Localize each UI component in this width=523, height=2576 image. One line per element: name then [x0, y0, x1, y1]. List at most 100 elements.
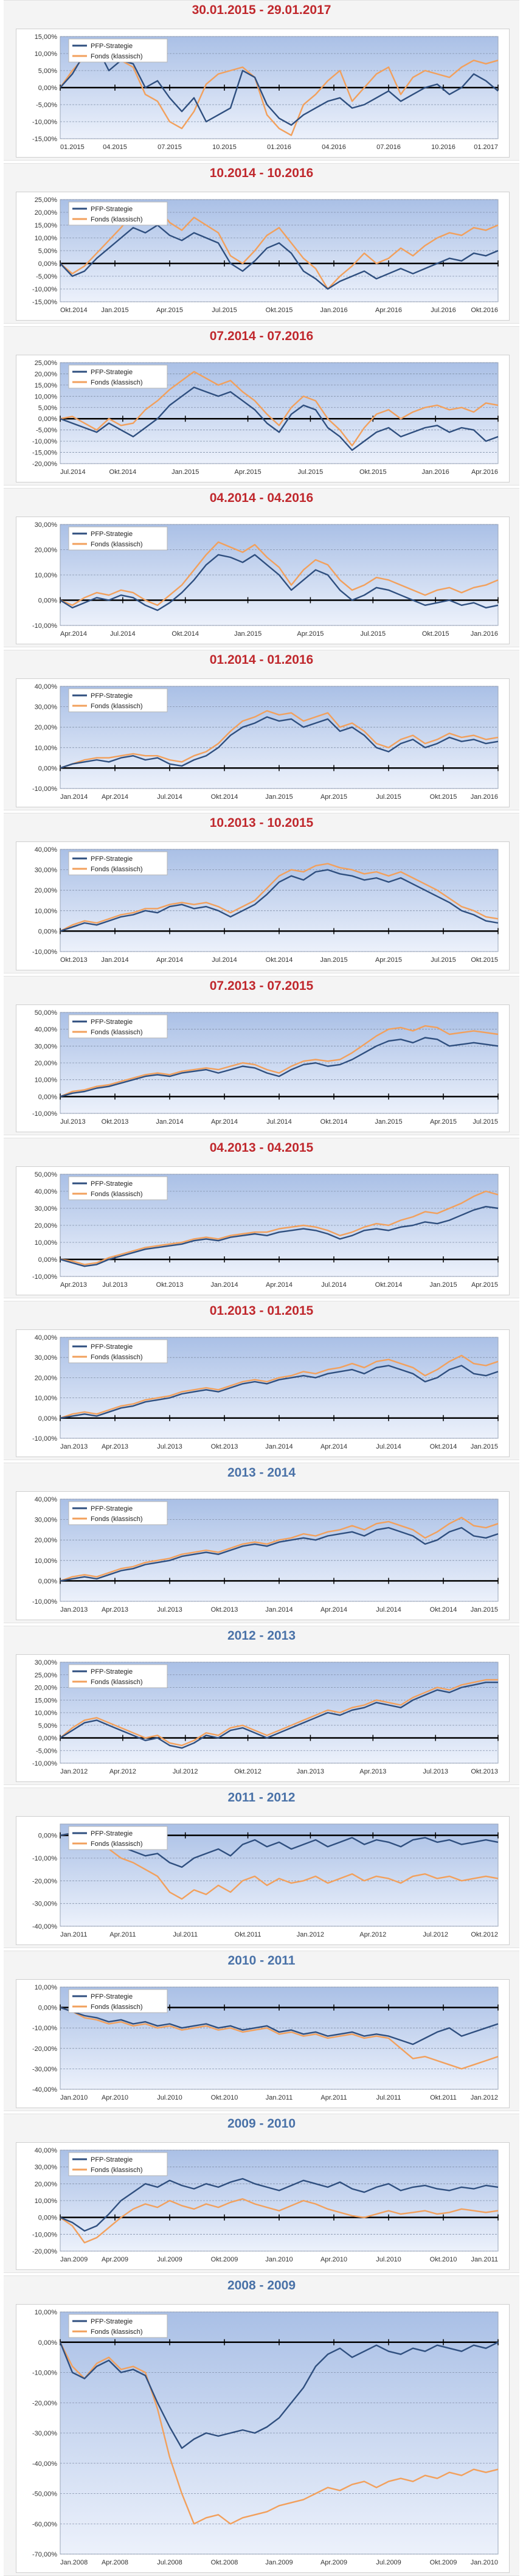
- legend-box: [68, 1339, 168, 1363]
- legend-label-strategy: PFP-Strategie: [91, 2318, 133, 2325]
- legend-box: [68, 201, 168, 226]
- x-tick-label: Jan.2012: [471, 2094, 498, 2101]
- x-tick-label: Apr.2014: [266, 1281, 293, 1289]
- x-tick-label: Jan.2014: [60, 793, 88, 801]
- y-tick-label: -10,00%: [32, 1435, 57, 1443]
- x-tick-label: Jan.2014: [156, 1118, 183, 1126]
- line-chart: 40,00%30,00%20,00%10,00%0,00%-10,00%Okt.…: [32, 846, 499, 964]
- panel-title: 2010 - 2011: [227, 1954, 296, 1968]
- x-tick-label: Apr.2015: [297, 630, 324, 638]
- x-tick-label: Jul.2010: [157, 2094, 182, 2101]
- legend-label-fund: Fonds (klassisch): [91, 1679, 143, 1686]
- y-tick-label: 0,00%: [38, 928, 57, 935]
- x-tick-label: Jul.2015: [431, 956, 456, 964]
- series-line-fund: [60, 2198, 499, 2244]
- panel-title: 30.01.2015 - 29.01.2017: [192, 3, 331, 17]
- legend: PFP-Strategie Fonds (klassisch): [68, 851, 168, 875]
- panel-title: 2013 - 2014: [227, 1466, 296, 1480]
- x-tick-label: Apr.2008: [102, 2559, 128, 2566]
- chart-frame: 40,00% 30,00% 20,00% 10,00% 0,00% -10,00% Jan.…: [16, 1491, 510, 1620]
- x-tick-label: Okt.2014: [211, 793, 238, 801]
- chart-frame: 40,00% 30,00% 20,00% 10,00% 0,00% -10,00% -20,…: [16, 2142, 510, 2270]
- y-tick-label: 10,00%: [35, 50, 58, 58]
- x-tick-label: Jan.2013: [60, 1443, 88, 1450]
- y-tick-label: -15,00%: [32, 136, 57, 143]
- x-tick-label: Apr.2016: [375, 307, 402, 314]
- y-tick-label: 40,00%: [35, 2147, 58, 2154]
- x-tick-label: Jan.2015: [471, 1606, 498, 1613]
- legend-label-fund: Fonds (klassisch): [91, 1354, 143, 1361]
- legend-box: [68, 38, 168, 63]
- series-line-strategy: [60, 386, 499, 451]
- legend-label-strategy: PFP-Strategie: [91, 206, 133, 213]
- x-tick-label: Okt.2013: [471, 1768, 498, 1775]
- x-tick-label: Jul.2013: [423, 1768, 448, 1775]
- chart-panel: 10.2013 - 10.2015 40,00% 30,00% 20,00% 10,00…: [4, 813, 519, 973]
- legend-label-strategy: PFP-Strategie: [91, 1180, 133, 1188]
- chart-panel: 2012 - 2013 30,00% 25,00% 20,00% 15,00% 10,00…: [4, 1626, 519, 1785]
- x-tick-label: 07.2015: [158, 144, 182, 151]
- legend-label-strategy: PFP-Strategie: [91, 692, 133, 700]
- y-tick-label: 0,00%: [38, 1578, 57, 1585]
- y-tick-label: -10,00%: [32, 438, 57, 445]
- x-tick-label: Okt.2011: [235, 1931, 262, 1938]
- y-tick-label: 0,00%: [38, 85, 57, 92]
- chart-frame: 10,00% 0,00% -10,00% -20,00% -30,00% -40,00% -…: [16, 2304, 510, 2573]
- x-tick-label: Okt.2010: [211, 2094, 238, 2101]
- x-tick-label: Jul.2013: [102, 1281, 128, 1289]
- legend: PFP-Strategie Fonds (klassisch): [68, 1014, 168, 1039]
- series-line-strategy: [60, 224, 499, 290]
- y-tick-label: -10,00%: [32, 785, 57, 793]
- legend: PFP-Strategie Fonds (klassisch): [68, 1176, 168, 1200]
- series-line-strategy: [60, 869, 499, 932]
- legend-box: [68, 688, 168, 712]
- y-tick-label: -30,00%: [32, 2430, 57, 2437]
- y-tick-label: 30,00%: [35, 2164, 58, 2171]
- y-tick-label: 30,00%: [35, 1354, 58, 1362]
- x-tick-label: Apr.2010: [320, 2256, 347, 2263]
- y-tick-label: -10,00%: [32, 1110, 57, 1118]
- chart-frame: 40,00% 30,00% 20,00% 10,00% 0,00% -10,00% Jan.…: [16, 1329, 510, 1457]
- x-tick-label: Apr.2009: [102, 2256, 128, 2263]
- legend: PFP-Strategie Fonds (klassisch): [68, 2314, 168, 2338]
- x-tick-label: Okt.2015: [359, 468, 387, 476]
- y-tick-label: -20,00%: [32, 2400, 57, 2407]
- y-tick-label: -20,00%: [32, 2248, 57, 2255]
- y-tick-label: 10,00%: [35, 908, 58, 915]
- series-line-strategy: [60, 2177, 499, 2232]
- line-chart: 30,00% 20,00% 10,00% 0,00% -10,00%Apr.2014 Ju…: [32, 521, 499, 638]
- y-tick-label: 30,00%: [35, 867, 58, 874]
- x-tick-label: Apr.2014: [102, 793, 128, 801]
- chart-panel: 2008 - 2009 10,00% 0,00% -10,00% -20,00% -30,…: [4, 2275, 519, 2576]
- y-tick-label: -10,00%: [32, 2231, 57, 2238]
- legend-label-strategy: PFP-Strategie: [91, 2156, 133, 2163]
- y-tick-label: -10,00%: [32, 1855, 57, 1862]
- y-tick-label: 20,00%: [35, 547, 58, 554]
- line-chart: 10,00% 0,00% -10,00% -20,00% -30,00% -40,00% -…: [32, 2309, 499, 2566]
- legend-label-strategy: PFP-Strategie: [91, 1343, 133, 1351]
- x-tick-label: Apr.2015: [156, 307, 183, 314]
- series-line-fund: [60, 541, 499, 607]
- x-tick-label: 10.2015: [212, 144, 237, 151]
- x-tick-label: Jan.2015: [375, 1118, 402, 1126]
- line-chart: 50,00% 40,00% 30,00% 20,00% 10,00% 0,00% -10,0…: [32, 1009, 499, 1126]
- y-tick-label: 10,00%: [35, 2309, 58, 2316]
- series-line-strategy: [60, 1037, 499, 1098]
- y-tick-label: -15,00%: [32, 450, 57, 457]
- y-tick-label: 10,00%: [35, 745, 58, 752]
- x-tick-label: Okt.2015: [422, 630, 449, 638]
- panel-title: 01.2014 - 01.2016: [209, 653, 314, 667]
- y-tick-label: 20,00%: [35, 1685, 58, 1692]
- x-tick-label: Jul.2008: [157, 2559, 182, 2566]
- series-line-fund: [60, 39, 499, 136]
- x-tick-label: Okt.2014: [171, 630, 199, 638]
- x-tick-label: Okt.2011: [430, 2094, 457, 2101]
- x-tick-label: Apr.2011: [109, 1931, 136, 1938]
- x-tick-label: Jan.2012: [60, 1768, 88, 1775]
- x-tick-label: Jan.2009: [60, 2256, 88, 2263]
- x-tick-label: Jul.2013: [60, 1118, 86, 1126]
- chart-panel: 01.2014 - 01.2016 40,00% 30,00% 20,00% 10,00…: [4, 650, 519, 810]
- x-tick-label: Okt.2014: [266, 956, 293, 964]
- y-tick-label: 25,00%: [35, 197, 58, 204]
- x-tick-label: Okt.2014: [430, 1443, 457, 1450]
